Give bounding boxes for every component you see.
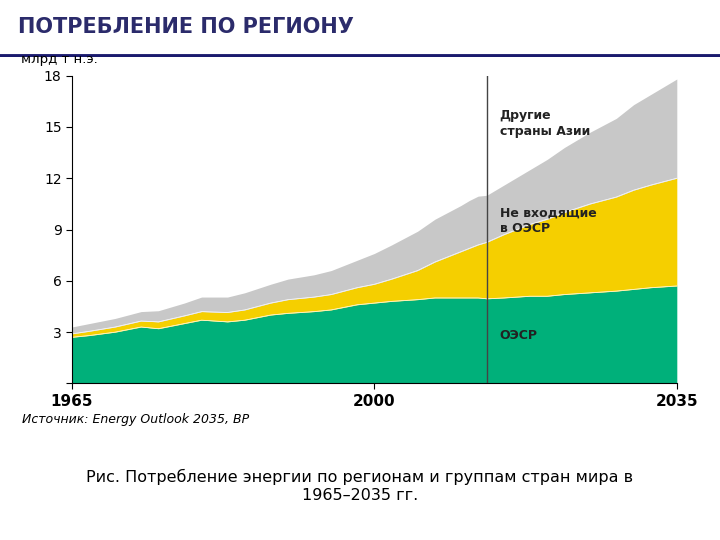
Text: Источник: Energy Outlook 2035, BP: Источник: Energy Outlook 2035, BP — [22, 413, 248, 426]
Text: Не входящие
в ОЭСР: Не входящие в ОЭСР — [500, 206, 596, 235]
Text: Другие
страны Азии: Другие страны Азии — [500, 109, 590, 138]
Text: Рис. Потребление энергии по регионам и группам стран мира в
1965–2035 гг.: Рис. Потребление энергии по регионам и г… — [86, 469, 634, 503]
Text: млрд т н.э.: млрд т н.э. — [21, 53, 97, 66]
Text: ОЭСР: ОЭСР — [500, 329, 538, 342]
Text: ПОТРЕБЛЕНИЕ ПО РЕГИОНУ: ПОТРЕБЛЕНИЕ ПО РЕГИОНУ — [18, 17, 354, 37]
